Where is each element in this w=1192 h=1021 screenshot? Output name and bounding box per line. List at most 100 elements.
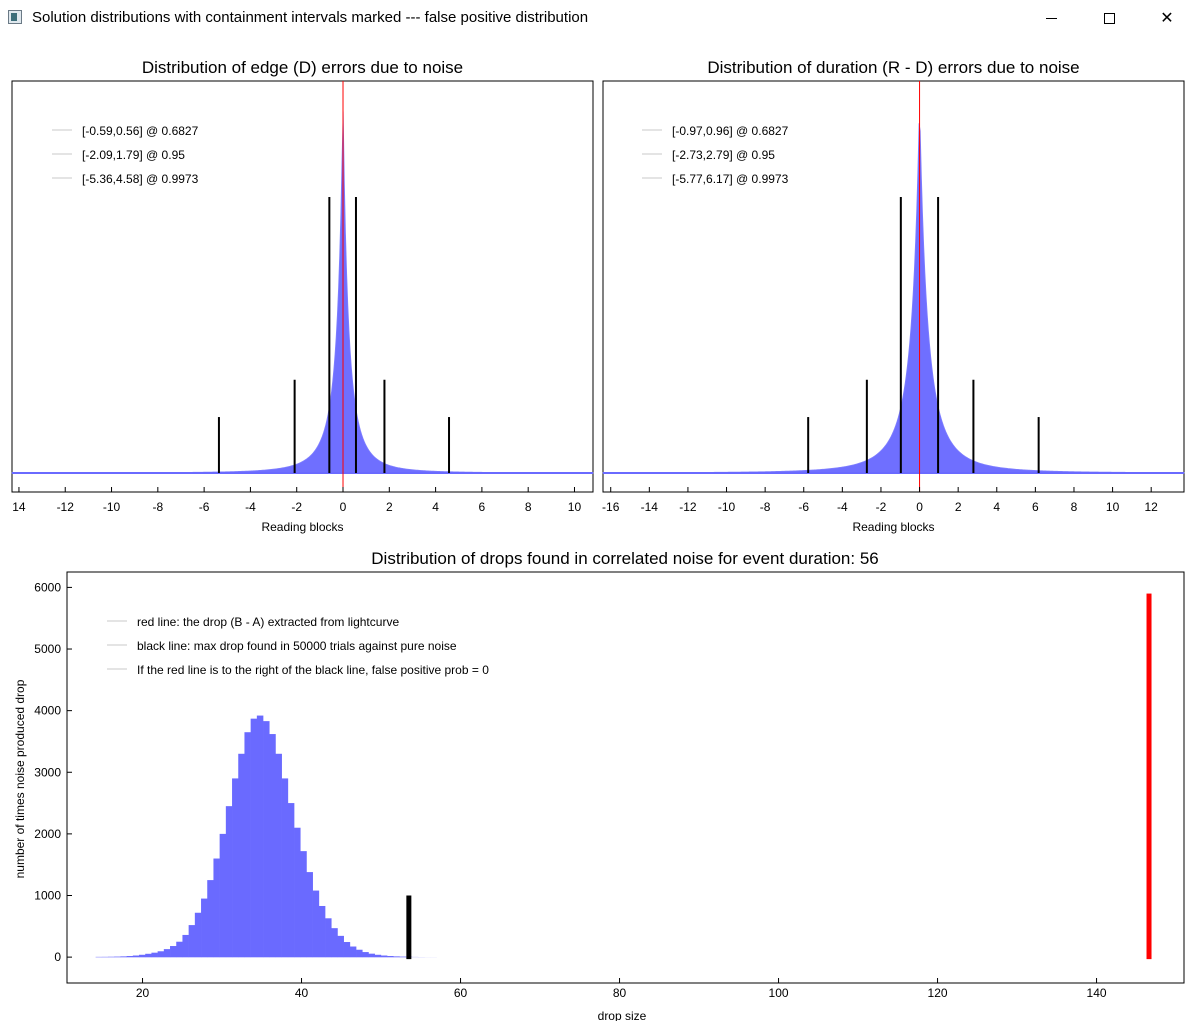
histogram-bar-10 [157,951,165,958]
window-title: Solution distributions with containment … [32,9,589,26]
x-tick-label-2-5: 120 [928,986,948,1000]
histogram-bar-39 [337,935,344,958]
x-tick-label-0-8: 2 [386,500,393,514]
x-tick-label-1-3: -10 [718,500,736,514]
y-axis-label-2: number of times noise produced drop [13,679,27,878]
histogram-bar-15 [188,925,196,958]
histogram-bar-30 [281,778,289,958]
y-tick-label-2-5: 5000 [34,642,61,656]
histogram-bar-26 [256,715,264,958]
x-tick-label-0-10: 6 [479,500,486,514]
legend-label-2-0: red line: the drop (B - A) extracted fro… [137,615,399,629]
x-tick-label-1-14: 12 [1145,500,1159,514]
x-tick-label-1-11: 6 [1032,500,1039,514]
y-tick-label-2-4: 4000 [34,704,61,718]
x-tick-label-1-6: -4 [837,500,848,514]
histogram-bar-29 [275,753,282,958]
y-tick-label-2-3: 3000 [34,765,61,779]
histogram-bar-17 [201,898,208,958]
histogram-bar-23 [238,753,245,958]
legend-label-1-2: [-5.77,6.17] @ 0.9973 [672,172,789,186]
x-tick-label-2-1: 40 [295,986,309,1000]
histogram-bar-21 [225,806,233,958]
histogram-bar-9 [151,952,158,958]
x-tick-label-1-13: 10 [1106,500,1120,514]
x-tick-label-1-0: -16 [602,500,620,514]
legend-label-1-1: [-2.73,2.79] @ 0.95 [672,148,775,162]
y-tick-label-2-2: 2000 [34,827,61,841]
x-tick-label-0-9: 4 [432,500,439,514]
histogram-bar-16 [194,912,202,958]
x-axis-label-1: Reading blocks [852,520,934,534]
histogram-bar-27 [263,721,270,958]
histogram-bar-36 [318,905,326,958]
x-tick-label-0-5: -4 [245,500,256,514]
histogram-bar-31 [287,803,295,958]
histogram-bar-45 [374,954,382,958]
histogram-bar-24 [244,732,251,958]
histogram-bar-43 [362,952,369,958]
histogram-bar-40 [343,942,351,958]
histogram-bar-22 [232,778,239,958]
histogram-bar-48 [393,956,400,958]
histogram-bar-42 [356,949,363,958]
histogram-bar-25 [250,718,258,958]
histogram-bar-44 [368,953,375,958]
black-max-drop-line [406,895,412,960]
x-tick-label-0-0: 14 [12,500,26,514]
x-tick-label-0-3: -8 [152,500,163,514]
x-tick-label-2-4: 100 [769,986,789,1000]
histogram-bar-7 [139,954,146,958]
histogram-bar-35 [312,890,320,958]
close-icon: ✕ [1160,10,1174,27]
histogram-bar-13 [176,941,183,958]
x-tick-label-1-12: 8 [1071,500,1078,514]
legend-label-0-1: [-2.09,1.79] @ 0.95 [82,148,185,162]
histogram-bar-46 [380,955,388,958]
x-tick-label-1-5: -6 [798,500,809,514]
y-tick-label-2-6: 6000 [34,580,61,594]
legend-label-2-2: If the red line is to the right of the b… [137,663,489,677]
histogram-bar-32 [294,827,301,958]
x-tick-label-0-1: -12 [57,500,75,514]
x-tick-label-0-4: -6 [199,500,210,514]
x-tick-label-1-8: 0 [916,500,923,514]
histogram-bar-37 [325,918,332,958]
y-tick-label-2-0: 0 [54,950,61,964]
histogram-bar-38 [331,928,338,958]
histogram-bar-5 [126,956,134,958]
x-tick-label-0-6: -2 [291,500,302,514]
maximize-icon [1103,12,1115,24]
legend-label-2-1: black line: max drop found in 50000 tria… [137,639,457,653]
chart-title-1: Distribution of duration (R - D) errors … [707,58,1079,77]
histogram-bar-14 [182,934,189,958]
histogram-bar-8 [145,953,152,958]
histogram-bar-20 [219,833,227,958]
x-tick-label-1-9: 2 [955,500,962,514]
x-tick-label-2-6: 140 [1087,986,1107,1000]
x-axis-label-2: drop size [598,1009,647,1021]
minimize-button[interactable] [1022,0,1080,36]
histogram-bar-12 [170,946,177,958]
maximize-button[interactable] [1080,0,1138,36]
app-icon [8,10,22,24]
minimize-icon [1045,17,1057,19]
histogram-bar-33 [300,851,307,958]
x-tick-label-1-10: 4 [993,500,1000,514]
close-button[interactable]: ✕ [1138,0,1192,36]
red-extracted-drop-line [1146,593,1152,960]
histogram-bar-28 [269,734,276,958]
x-axis-label-0: Reading blocks [261,520,343,534]
x-tick-label-1-2: -12 [679,500,697,514]
histogram-bar-11 [163,949,171,958]
x-tick-label-2-2: 60 [454,986,468,1000]
histogram-bar-4 [120,956,127,958]
x-tick-label-2-0: 20 [136,986,150,1000]
x-tick-label-0-7: 0 [340,500,347,514]
x-tick-label-1-4: -8 [760,500,771,514]
x-tick-label-0-12: 10 [568,500,582,514]
plot-area-0 [11,80,594,493]
legend-label-0-2: [-5.36,4.58] @ 0.9973 [82,172,199,186]
chart-title-2: Distribution of drops found in correlate… [371,549,878,568]
